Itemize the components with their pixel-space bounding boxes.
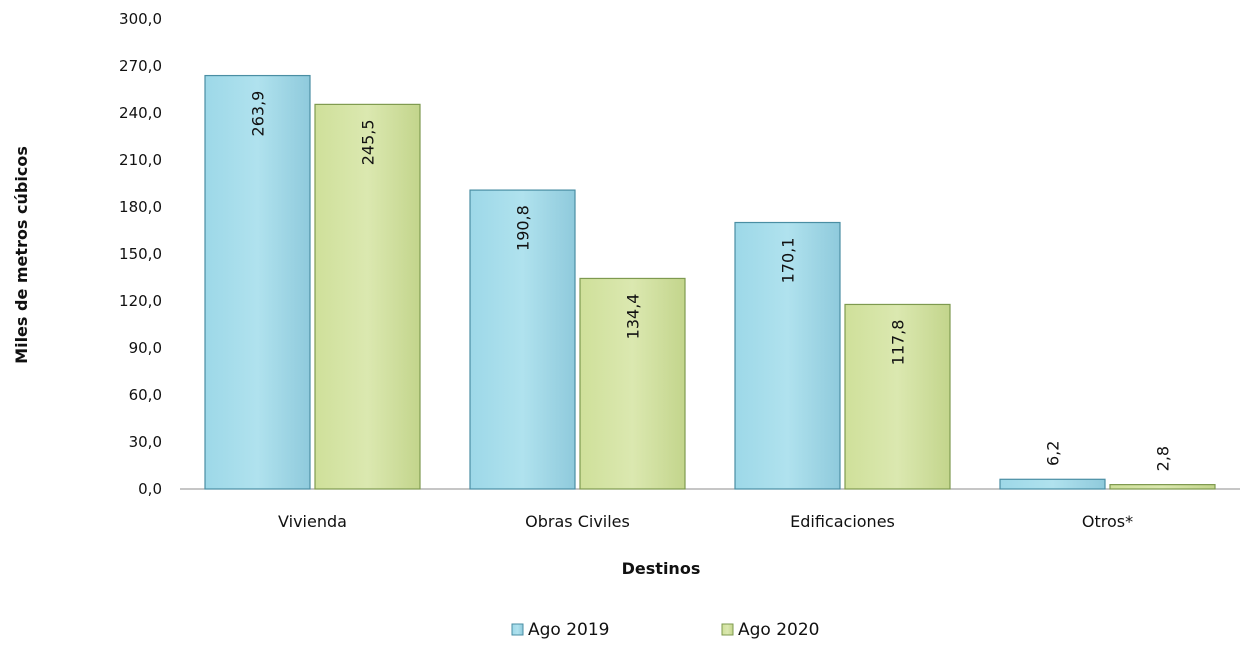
bar-ago-2020	[1109, 484, 1216, 490]
bar-value-label: 263,9	[249, 91, 268, 137]
y-axis-title: Miles de metros cúbicos	[12, 146, 31, 364]
x-axis-title: Destinos	[622, 559, 701, 578]
bar-ago-2019	[204, 74, 311, 490]
y-tick-label: 0,0	[138, 480, 162, 498]
bar-value-label: 170,1	[779, 238, 798, 284]
y-tick-label: 270,0	[119, 57, 162, 75]
category-label: Vivienda	[278, 512, 347, 531]
bar-ago-2020	[314, 103, 421, 490]
category-labels: Vivienda Obras Civiles Edificaciones Otros*	[278, 512, 1133, 531]
y-tick-label: 120,0	[119, 292, 162, 310]
category-label: Edificaciones	[790, 512, 895, 531]
y-axis-ticks: 0,0 30,0 60,0 90,0 120,0 150,0 180,0 210,0 240,0…	[119, 10, 162, 498]
bar-value-label: 245,5	[359, 119, 378, 165]
bar-value-label: 117,8	[889, 320, 908, 366]
y-tick-label: 90,0	[129, 339, 162, 357]
y-tick-label: 240,0	[119, 104, 162, 122]
y-tick-label: 300,0	[119, 10, 162, 28]
category-label: Obras Civiles	[525, 512, 630, 531]
y-tick-label: 150,0	[119, 245, 162, 263]
bar-value-label: 190,8	[514, 205, 533, 251]
bar-ago-2020	[579, 277, 686, 490]
y-tick-label: 60,0	[129, 386, 162, 404]
bar-ago-2019	[469, 189, 576, 490]
legend: Ago 2019 Ago 2020	[511, 620, 820, 640]
bar-value-label: 2,8	[1154, 446, 1173, 471]
legend-label: Ago 2019	[528, 620, 610, 640]
y-tick-label: 30,0	[129, 433, 162, 451]
bar-value-label: 6,2	[1044, 441, 1063, 466]
bar-ago-2020	[844, 303, 951, 490]
y-tick-label: 210,0	[119, 151, 162, 169]
bar-value-label: 134,4	[624, 294, 643, 340]
bar-ago-2019	[999, 478, 1106, 490]
category-label: Otros*	[1082, 512, 1133, 531]
y-tick-label: 180,0	[119, 198, 162, 216]
legend-swatch	[511, 623, 524, 636]
legend-label: Ago 2020	[738, 620, 820, 640]
bars	[204, 74, 1216, 490]
bar-ago-2019	[734, 221, 841, 490]
value-labels: 263,9 245,5 190,8 134,4 170,1 117,8 6,2 2,8	[249, 91, 1173, 472]
legend-swatch	[721, 623, 734, 636]
